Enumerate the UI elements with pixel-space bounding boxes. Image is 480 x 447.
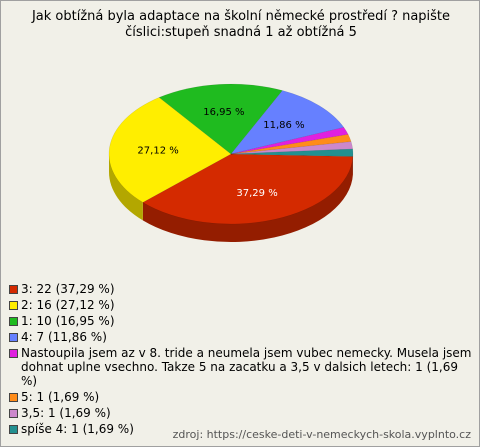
legend-swatch <box>9 317 18 326</box>
legend-label: 2: 16 (27,12 %) <box>21 298 115 312</box>
legend-swatch <box>9 301 18 310</box>
slice-label: 27,12 % <box>137 145 178 156</box>
slice <box>230 148 354 157</box>
legend-swatch <box>9 333 18 342</box>
legend-label: 3: 22 (37,29 %) <box>21 282 115 296</box>
slice-label: 37,29 % <box>236 188 277 199</box>
slice <box>142 153 354 225</box>
legend-swatch <box>9 425 18 434</box>
legend-item: 3,5: 1 (1,69 %) <box>9 406 474 420</box>
slice <box>230 127 349 155</box>
slice <box>108 97 232 203</box>
legend-item: 3: 22 (37,29 %) <box>9 282 474 296</box>
legend-item: spíše 4: 1 (1,69 %) <box>9 422 474 436</box>
legend-item: 5: 1 (1,69 %) <box>9 390 474 404</box>
legend-item: 2: 16 (27,12 %) <box>9 298 474 312</box>
legend-item: 1: 10 (16,95 %) <box>9 314 474 328</box>
legend-swatch <box>9 349 18 358</box>
pie: 37,29 % 27,12 % 16,95 % 11,86 % <box>108 83 354 242</box>
slice-label: 16,95 % <box>203 107 244 118</box>
legend-swatch <box>9 393 18 402</box>
slice-label: 11,86 % <box>263 120 304 131</box>
slice <box>158 83 283 155</box>
legend-label: 4: 7 (11,86 %) <box>21 330 107 344</box>
legend-item: 4: 7 (11,86 %) <box>9 330 474 344</box>
legend-swatch <box>9 285 18 294</box>
legend-label: 5: 1 (1,69 %) <box>21 390 100 404</box>
legend-item: Nastoupila jsem az v 8. tride a neumela … <box>9 346 474 388</box>
slice <box>230 134 352 155</box>
chart-title: Jak obtížná byla adaptace na školní něme… <box>31 9 451 40</box>
slice <box>230 141 353 155</box>
legend-swatch <box>9 409 18 418</box>
source: zdroj: https://ceske-deti-v-nemeckych-sk… <box>172 428 471 441</box>
legend: 3: 22 (37,29 %) 2: 16 (27,12 %) 1: 10 (16,… <box>9 282 474 438</box>
legend-label: 1: 10 (16,95 %) <box>21 314 115 328</box>
slice <box>230 90 345 155</box>
legend-label: 3,5: 1 (1,69 %) <box>21 406 111 420</box>
legend-label: spíše 4: 1 (1,69 %) <box>21 422 134 436</box>
legend-label: Nastoupila jsem az v 8. tride a neumela … <box>21 346 472 388</box>
